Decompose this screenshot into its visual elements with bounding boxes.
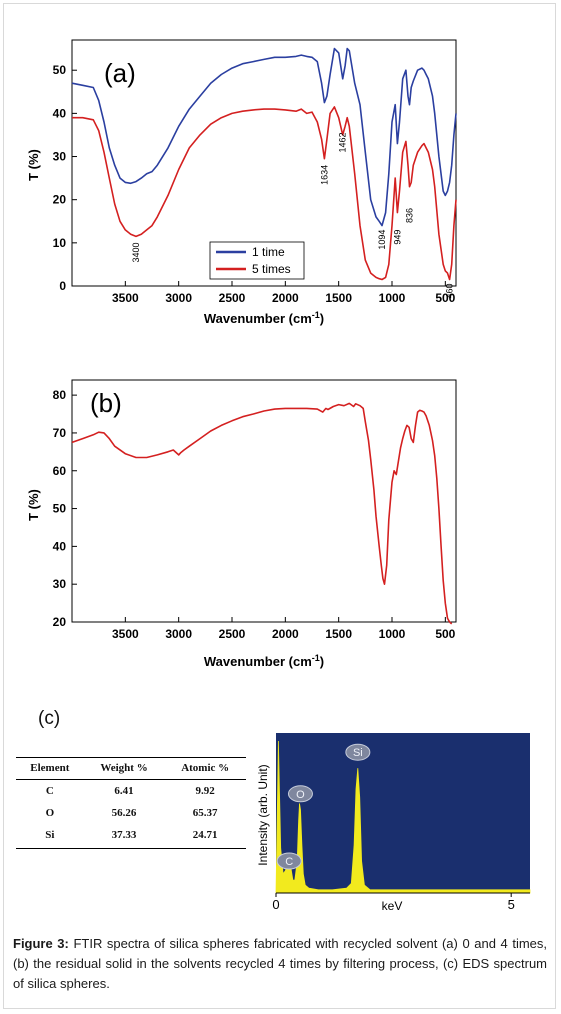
chart-c-x-axis-label: keV (382, 899, 403, 913)
x-tick-label: 3000 (165, 627, 192, 641)
peak-annotation: 1094 (377, 230, 387, 250)
peak-label-badge (287, 785, 313, 803)
legend-label: 5 times (252, 262, 291, 276)
series-line-spectrum (71, 402, 453, 625)
chart-a-legend: 1 time 5 times (209, 241, 305, 280)
y-tick-label: 70 (53, 426, 67, 440)
x-tick-label: 500 (435, 627, 455, 641)
chart-b-x-axis-label-close: ) (320, 654, 324, 669)
chart-a-plot-frame (71, 39, 457, 287)
series-line-5-times (72, 106, 457, 281)
figure-frame (3, 3, 556, 1009)
y-tick-label: 20 (53, 615, 67, 629)
figure-caption-label: Figure 3: (13, 936, 69, 951)
peak-annotation: 1634 (319, 165, 329, 185)
table-header-element: Element (16, 757, 84, 780)
x-tick-label: 500 (435, 291, 455, 305)
table-cell: Si (16, 824, 84, 849)
chart-a-x-axis-label: Wavenumber (cm-1) (204, 310, 324, 326)
chart-a-legend-box (209, 241, 305, 280)
y-tick-label: 50 (53, 502, 67, 516)
series-line-1-time (71, 47, 457, 227)
peak-label: O (296, 789, 305, 801)
table-row: Si 37.33 24.71 (16, 824, 246, 849)
table-row: O 56.26 65.37 (16, 802, 246, 824)
chart-b-y-axis-label: T (%) (26, 489, 41, 521)
x-tick-label: 1500 (325, 291, 352, 305)
chart-b-plot-frame (71, 379, 457, 623)
x-tick-label: 1000 (379, 291, 406, 305)
peak-annotation: 460 (445, 284, 455, 299)
chart-a-x-axis-label-sup: -1 (312, 310, 320, 320)
x-tick-label: 1000 (379, 627, 406, 641)
y-tick-label: 30 (53, 150, 67, 164)
y-tick-label: 10 (53, 236, 67, 250)
y-tick-label: 50 (53, 63, 67, 77)
table-header-row: Element Weight % Atomic % (16, 757, 246, 780)
chart-a-x-axis-label-close: ) (320, 311, 324, 326)
table-cell: 37.33 (83, 824, 165, 849)
x-tick-label: 3500 (112, 291, 139, 305)
figure-caption: Figure 3: FTIR spectra of silica spheres… (13, 934, 547, 994)
x-tick-label: 0 (272, 897, 279, 912)
table-cell: 6.41 (114, 785, 134, 797)
y-tick-label: 80 (53, 388, 67, 402)
peak-annotation: 949 (392, 230, 402, 245)
y-tick-label: 20 (53, 193, 67, 207)
table-cell: C (45, 785, 54, 797)
chart-c: C O Si 0 5 keV Intensity (arb. Unit) (256, 733, 531, 913)
x-tick-label: 5 (508, 897, 515, 912)
x-tick-label: 2500 (219, 291, 246, 305)
chart-b-panel-label: (b) (90, 388, 122, 418)
peak-annotation: 836 (405, 208, 415, 223)
chart-b-x-axis-label: Wavenumber (cm-1) (204, 653, 324, 669)
table-header-atomic: Atomic % (164, 757, 246, 780)
chart-a-y-axis-label: T (%) (26, 149, 41, 181)
chart-a-panel-label: (a) (104, 58, 136, 88)
peak-label-badge (276, 852, 302, 870)
x-tick-label: 3000 (165, 291, 192, 305)
chart-a-x-axis-label-main: Wavenumber (cm (204, 311, 312, 326)
y-tick-label: 0 (59, 279, 66, 293)
eds-element-table: Element Weight % Atomic % C 6.41 9.92 O … (16, 757, 246, 849)
peak-label-badge (345, 743, 371, 761)
chart-c-panel-label: (c) (38, 708, 61, 729)
chart-b-x-axis-label-sup: -1 (312, 653, 320, 663)
chart-c-y-axis-label: Intensity (arb. Unit) (256, 764, 270, 865)
y-tick-label: 40 (53, 539, 67, 553)
figure-caption-text: FTIR spectra of silica spheres fabricate… (13, 936, 548, 991)
peak-label: C (285, 856, 293, 868)
y-tick-label: 60 (53, 464, 67, 478)
table-header-weight: Weight % (83, 757, 165, 780)
peak-annotation: 1462 (338, 133, 348, 153)
peak-label: Si (353, 747, 363, 759)
x-tick-label: 2500 (219, 627, 246, 641)
chart-b: 20 30 40 50 60 70 80 3500 3000 2500 2000 1500 1000 5… (26, 379, 457, 669)
legend-label: 1 time (252, 245, 285, 259)
x-tick-label: 2000 (272, 627, 299, 641)
peak-annotation: 3400 (131, 243, 141, 263)
table-cell: 56.26 (111, 807, 137, 819)
x-tick-label: 3500 (112, 627, 139, 641)
chart-c-plot-background (276, 733, 530, 893)
table-cell: 24.71 (164, 824, 246, 849)
x-tick-label: 2000 (272, 291, 299, 305)
x-tick-label: 1500 (325, 627, 352, 641)
table-row: C 6.41 9.92 (16, 780, 246, 803)
table-cell: 65.37 (192, 807, 218, 819)
y-tick-label: 30 (53, 577, 67, 591)
table-cell: 9.92 (195, 785, 215, 797)
table-cell: O (45, 807, 55, 819)
y-tick-label: 40 (53, 106, 67, 120)
chart-b-x-axis-label-main: Wavenumber (cm (204, 654, 312, 669)
